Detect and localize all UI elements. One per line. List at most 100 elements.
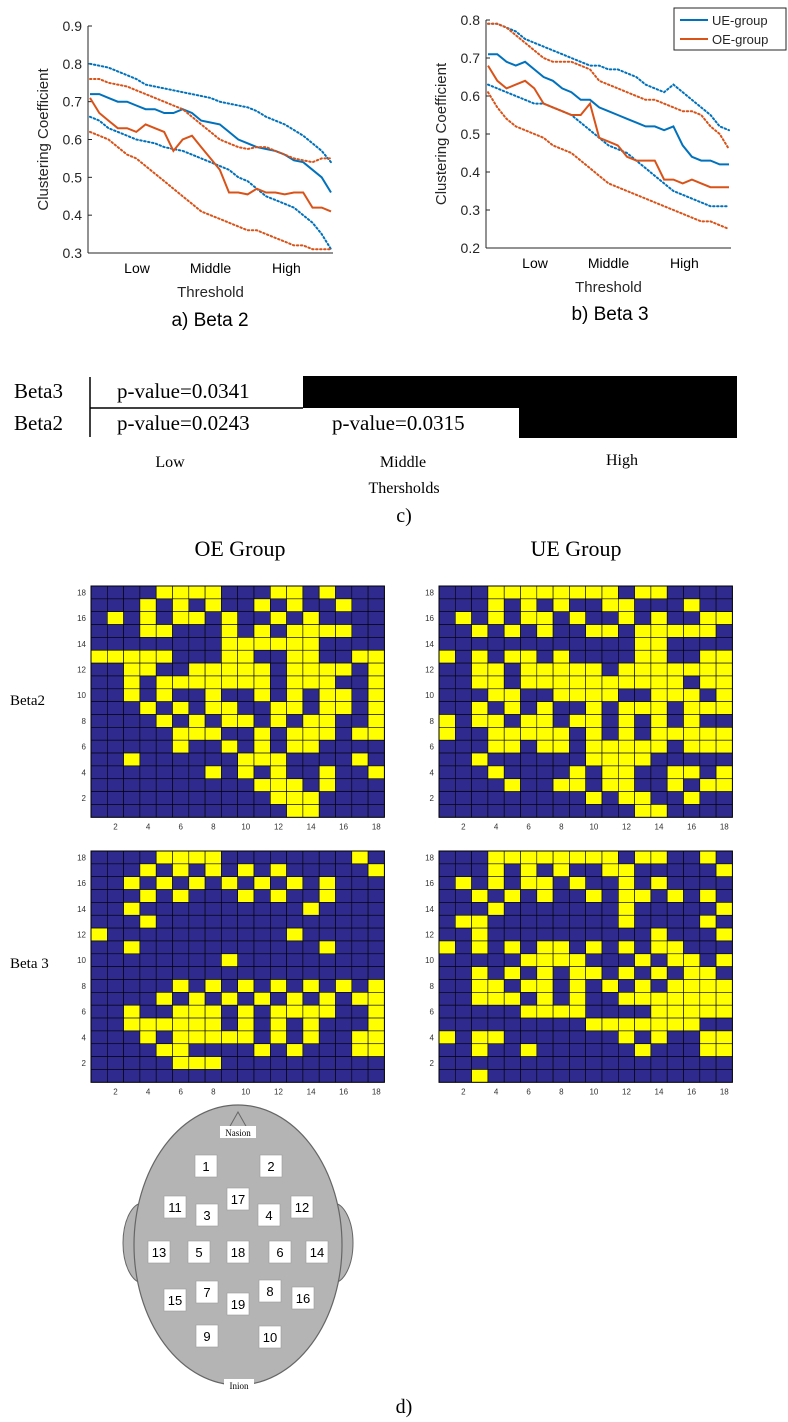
matrix-cell <box>520 688 538 702</box>
matrix-cell <box>237 927 255 942</box>
matrix-cell <box>155 727 173 741</box>
matrix-cell <box>204 688 222 702</box>
matrix-cell <box>302 850 320 865</box>
matrix-cell <box>351 791 369 805</box>
matrix-y-tick: 12 <box>425 931 434 940</box>
electrode-label: 18 <box>231 1245 245 1260</box>
matrix-cell <box>335 739 353 754</box>
matrix-cell <box>634 585 652 600</box>
matrix-cell <box>367 876 385 890</box>
matrix-cell <box>172 940 190 955</box>
matrix-cell <box>454 979 472 993</box>
matrix-cell <box>155 1030 173 1045</box>
matrix-cell <box>666 940 684 955</box>
series-line-2 <box>487 22 730 132</box>
matrix-frame <box>90 585 385 818</box>
matrix-cell <box>569 804 587 818</box>
matrix-cell <box>237 1017 255 1032</box>
matrix-cell <box>286 927 304 942</box>
matrix-cell <box>335 598 353 612</box>
electrode-box <box>268 1240 292 1264</box>
matrix-cell <box>438 611 456 625</box>
matrix-cell <box>155 1056 173 1070</box>
electrode-box <box>226 1240 250 1264</box>
matrix-cell <box>617 1056 635 1070</box>
matrix-cell <box>188 966 206 980</box>
matrix-cell <box>253 966 271 980</box>
matrix-cell <box>367 863 385 877</box>
matrix-cell <box>237 688 255 702</box>
electrode-label: 12 <box>295 1200 309 1215</box>
y-tick-label: 0.7 <box>461 50 481 66</box>
matrix-cell <box>520 889 538 903</box>
matrix-cell <box>367 791 385 805</box>
matrix-cell <box>715 778 733 792</box>
matrix-cell <box>471 889 489 903</box>
matrix-cell <box>237 953 255 967</box>
matrix-cell <box>438 902 456 916</box>
matrix-cell <box>253 727 271 741</box>
matrix-cell <box>666 914 684 929</box>
matrix-cell <box>139 979 157 993</box>
matrix-cell <box>204 876 222 890</box>
matrix-cell <box>221 714 238 728</box>
matrix-cell <box>172 778 190 792</box>
matrix-cell <box>617 739 635 754</box>
matrix-cell <box>617 624 635 638</box>
matrix-cell <box>269 953 287 967</box>
matrix-cell <box>520 850 538 865</box>
matrix-cell <box>204 675 222 690</box>
row-label-beta3: Beta3 <box>14 379 63 403</box>
matrix-cell <box>351 778 369 792</box>
matrix-cell <box>650 804 668 818</box>
matrix-cell <box>188 804 206 818</box>
matrix-cell <box>617 688 635 702</box>
matrix-cell <box>585 585 603 600</box>
matrix-cell <box>585 649 603 664</box>
matrix-cell <box>601 778 619 792</box>
matrix-cell <box>634 850 652 865</box>
matrix-cell <box>569 902 587 916</box>
matrix-cell <box>204 739 222 754</box>
matrix-cell <box>552 739 570 754</box>
matrix-cell <box>715 598 733 612</box>
matrix-cell <box>90 966 108 980</box>
matrix-cell <box>585 611 603 625</box>
matrix-cell <box>188 791 206 805</box>
matrix-cell <box>107 765 124 780</box>
matrix-x-tick: 18 <box>720 822 729 831</box>
matrix-cell <box>520 624 538 638</box>
matrix-cell <box>666 649 684 664</box>
matrix-cell <box>650 624 668 638</box>
matrix-cell <box>438 739 456 754</box>
matrix-cell <box>666 1030 684 1045</box>
matrix-cell <box>601 1030 619 1045</box>
matrix-cell <box>367 598 385 612</box>
matrix-cell <box>487 979 505 993</box>
pvalue-beta3-low: p-value=0.0341 <box>117 379 250 403</box>
matrix-cell <box>107 624 124 638</box>
matrix-cell <box>617 863 635 877</box>
matrix-cell <box>335 850 353 865</box>
matrix-x-tick: 14 <box>307 822 316 831</box>
matrix-cell <box>204 1069 222 1083</box>
chart-beta3-clustering: 0.2 0.3 0.4 0.5 0.6 0.7 0.8 Low Middle High Thresh… <box>433 7 787 325</box>
electrode-label: 9 <box>203 1329 210 1344</box>
matrix-cell <box>536 966 554 980</box>
x-tick-label: Low <box>124 260 151 276</box>
matrix-cell <box>90 940 108 955</box>
matrix-cell <box>107 863 124 877</box>
matrix-cell <box>601 675 619 690</box>
matrix-cell <box>650 611 668 625</box>
matrix-cell <box>286 979 304 993</box>
matrix-cell <box>139 889 157 903</box>
matrix-cell <box>487 611 505 625</box>
matrix-cell <box>351 598 369 612</box>
matrix-ue-beta3: 2 2 4 4 6 6 8 8 10 10 12 12 14 14 16 16 18 18 <box>425 850 733 1096</box>
matrix-cell <box>269 649 287 664</box>
matrix-cell <box>302 752 320 767</box>
matrix-cell <box>367 902 385 916</box>
matrix-cell <box>601 876 619 890</box>
matrix-cell <box>503 1056 521 1070</box>
matrix-cell <box>471 1004 489 1019</box>
